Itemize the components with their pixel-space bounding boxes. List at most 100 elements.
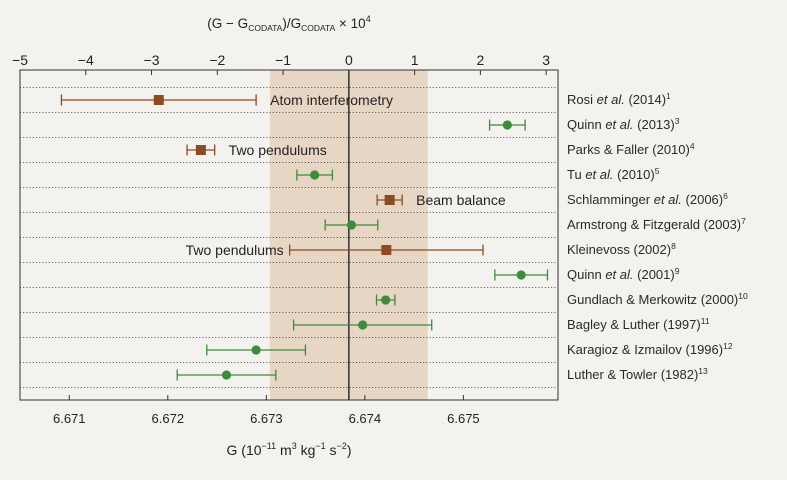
method-annotation: Two pendulums	[186, 242, 284, 258]
top-axis-tick-label: −3	[144, 52, 160, 68]
row-label-name: Quinn	[567, 117, 602, 132]
row-label-reference: 13	[698, 366, 708, 376]
bottom-axis-title: G (10−11 m3 kg−1 s−2)	[20, 441, 558, 459]
measurement-row	[206, 344, 307, 356]
method-annotation: Atom interferometry	[270, 92, 393, 108]
row-label-year: (1997)	[663, 317, 701, 332]
row-label-italic: et al.	[605, 267, 634, 282]
row-label-name: Luther & Towler	[567, 367, 658, 382]
row-label: Quinn et al. (2013)3	[567, 116, 679, 134]
row-label-year: (2003)	[703, 217, 742, 232]
top-axis-title-subscript: CODATA	[301, 23, 336, 33]
bottom-axis-tick-label: 6.674	[349, 411, 382, 426]
measurement-row	[494, 269, 549, 281]
measurement-row: Atom interferometry	[60, 92, 393, 108]
top-axis-title-text: )/G	[282, 16, 302, 31]
bottom-axis-title-exponent: −2	[336, 441, 347, 451]
row-label: Bagley & Luther (1997)11	[567, 316, 710, 334]
row-label-reference: 9	[674, 266, 680, 276]
row-label-year: (2014)	[628, 92, 667, 107]
row-label-reference: 4	[689, 141, 695, 151]
top-axis-title-subscript: CODATA	[248, 23, 283, 33]
row-label-reference: 12	[723, 341, 733, 351]
row-label-year: (2010)	[617, 167, 655, 182]
row-label-reference: 11	[700, 316, 710, 326]
top-axis-title: (G − GCODATA)/GCODATA × 104	[20, 15, 558, 33]
top-axis-tick-label: 3	[542, 52, 550, 68]
row-label: Luther & Towler (1982)13	[567, 366, 708, 384]
bottom-axis-title-text: G (10	[226, 442, 262, 458]
top-axis-tick-label: 1	[411, 52, 419, 68]
row-label-italic: et al.	[585, 167, 614, 182]
row-label: Rosi et al. (2014)1	[567, 91, 671, 109]
row-label-reference: 1	[666, 91, 671, 101]
row-label-italic: et al.	[653, 192, 682, 207]
row-label-year: (1982)	[660, 367, 699, 382]
measurement-row: Two pendulums	[186, 142, 327, 158]
row-label: Quinn et al. (2001)9	[567, 266, 679, 284]
grid-layer	[20, 87, 558, 388]
measurement-row	[292, 319, 433, 331]
row-label-year: (2001)	[637, 267, 675, 282]
row-label: Gundlach & Merkowitz (2000)10	[567, 291, 748, 309]
bottom-axis-tick-label: 6.673	[250, 411, 283, 426]
row-label-italic: et al.	[605, 117, 634, 132]
data-point-square	[153, 95, 164, 105]
method-annotation: Beam balance	[416, 192, 506, 208]
data-point-circle	[381, 295, 391, 305]
measurement-row	[296, 169, 334, 181]
data-point-square	[381, 245, 392, 255]
row-label-name: Kleinevoss	[567, 242, 630, 257]
measurement-row: Beam balance	[376, 192, 506, 208]
top-axis-tick-label: −5	[12, 52, 28, 68]
row-label: Parks & Faller (2010)4	[567, 141, 695, 159]
row-label-year: (2013)	[637, 117, 675, 132]
measurement-row: Two pendulums	[186, 242, 484, 258]
axes-layer: −5 −4 −3 −2 −1 0 1 2 3 6.671 6.672 6.673 6.674 6.675	[12, 52, 559, 426]
row-label-year: (2010)	[652, 142, 690, 157]
bottom-axis-title-exponent: 3	[291, 441, 297, 451]
row-label-name: Quinn	[567, 267, 602, 282]
top-axis-tick-label: 2	[476, 52, 484, 68]
row-label-reference: 3	[674, 116, 680, 126]
data-points-layer: Atom interferometry Two pendulums Beam bal…	[60, 92, 549, 381]
row-label: Karagioz & Izmailov (1996)12	[567, 341, 733, 359]
data-point-circle	[310, 170, 320, 180]
top-axis-title-exponent: 4	[365, 14, 371, 24]
row-label-name: Rosi	[567, 92, 594, 107]
measurement-row	[488, 119, 526, 131]
row-label-italic: et al.	[596, 92, 625, 107]
bottom-axis-title-text: s	[325, 442, 337, 458]
row-label: Tu et al. (2010)5	[567, 166, 659, 184]
row-label-name: Armstrong & Fitzgerald	[567, 217, 700, 232]
top-axis-tick-label: −2	[209, 52, 225, 68]
measurement-row	[176, 369, 277, 381]
row-label-year: (2006)	[685, 192, 724, 207]
bottom-axis-tick-label: 6.671	[53, 411, 86, 426]
row-label-name: Karagioz & Izmailov	[567, 342, 682, 357]
top-axis-title-text: × 10	[335, 16, 366, 31]
measurement-row	[375, 294, 396, 306]
data-point-circle	[251, 345, 261, 355]
row-label-name: Bagley & Luther	[567, 317, 660, 332]
bottom-axis-title-text: m	[276, 442, 292, 458]
row-label-reference: 8	[671, 241, 676, 251]
row-label-year: (2002)	[633, 242, 672, 257]
row-label-name: Tu	[567, 167, 582, 182]
bottom-axis-title-exponent: −1	[315, 441, 326, 451]
row-label-year: (1996)	[685, 342, 724, 357]
bottom-axis-title-text: )	[346, 442, 352, 458]
top-axis-tick-label: 0	[345, 52, 353, 68]
data-point-circle	[516, 270, 526, 280]
data-point-square	[195, 145, 206, 155]
measurement-row	[324, 219, 379, 231]
bottom-axis-title-exponent: −11	[261, 441, 277, 451]
bottom-axis-tick-label: 6.672	[152, 411, 185, 426]
row-label-reference: 6	[723, 191, 728, 201]
row-label-reference: 7	[741, 216, 746, 226]
method-annotation: Two pendulums	[229, 142, 327, 158]
bottom-axis-title-text: kg	[296, 442, 316, 458]
row-label-name: Schlamminger	[567, 192, 651, 207]
row-label: Kleinevoss (2002)8	[567, 241, 676, 259]
